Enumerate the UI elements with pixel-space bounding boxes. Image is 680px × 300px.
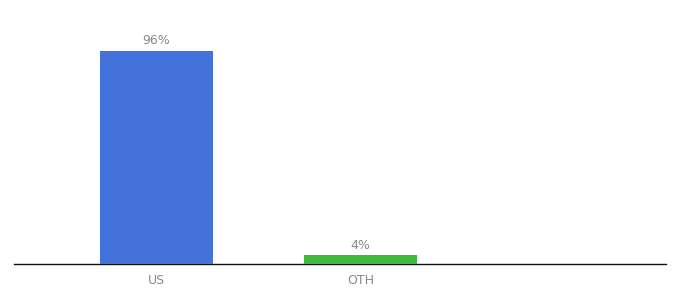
Text: 4%: 4% bbox=[350, 239, 371, 252]
Bar bbox=[305, 255, 417, 264]
Bar bbox=[101, 51, 212, 264]
Text: 96%: 96% bbox=[143, 34, 170, 47]
